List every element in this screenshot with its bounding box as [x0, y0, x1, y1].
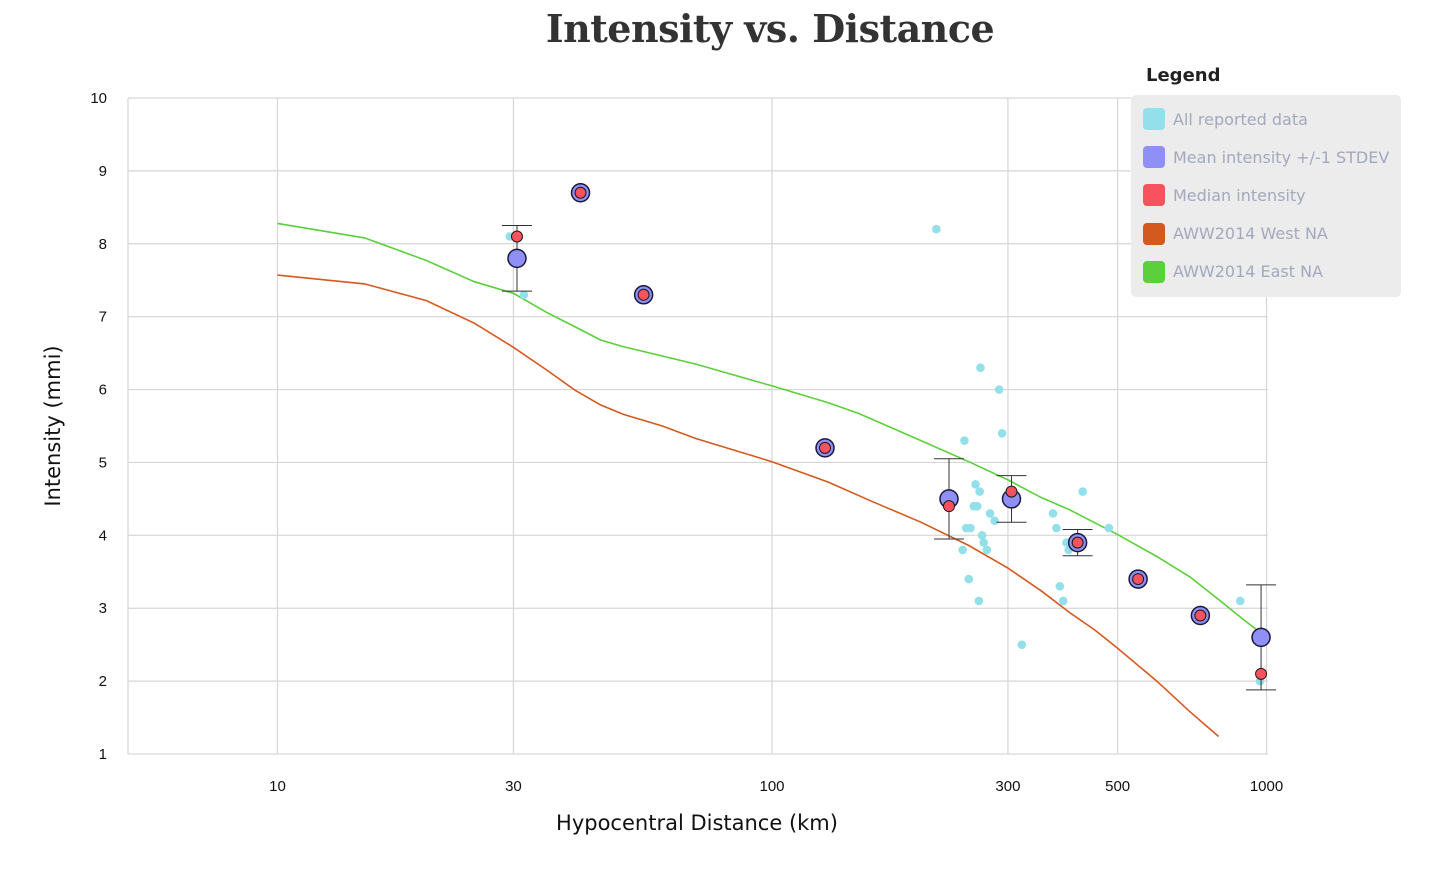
- data-point: [964, 574, 974, 584]
- legend-label: All reported data: [1173, 109, 1308, 129]
- data-point: [932, 224, 941, 234]
- median-marker: [1255, 667, 1268, 680]
- data-point: [958, 545, 967, 555]
- legend-swatch: [1143, 184, 1165, 207]
- data-point: [994, 385, 1004, 394]
- data-point: [985, 509, 995, 518]
- chart-title: Intensity vs. Distance: [545, 6, 995, 51]
- grid: [127, 97, 1268, 755]
- legend-box: All reported data Mean intensity +/-1 STD…: [1131, 95, 1401, 297]
- median-marker: [1132, 573, 1145, 586]
- y-tick-label: 7: [99, 309, 107, 326]
- y-axis-title: Intensity (mmi): [41, 345, 65, 506]
- data-point: [997, 428, 1007, 438]
- x-axis-title: Hypocentral Distance (km): [556, 811, 838, 835]
- legend-label: Median intensity: [1173, 185, 1306, 205]
- data-point: [979, 538, 989, 547]
- y-tick-label: 10: [90, 90, 107, 107]
- data-point: [972, 501, 982, 511]
- legend-swatch: [1143, 222, 1165, 245]
- data-point: [1058, 596, 1068, 606]
- data-point: [1055, 582, 1065, 591]
- data-point: [975, 487, 984, 496]
- data-point: [966, 523, 975, 533]
- data-point: [519, 290, 529, 300]
- legend-label: AWW2014 West NA: [1173, 224, 1328, 244]
- data-point: [977, 531, 987, 540]
- data-point: [1052, 523, 1061, 533]
- y-tick-label: 1: [99, 746, 107, 763]
- data-point: [990, 516, 999, 526]
- median-marker: [637, 288, 650, 301]
- tick-labels: 1 2 3 4 5 6 7 8 9 10 10 30 100 300 500 1000: [90, 90, 1283, 795]
- series-line-aww2014-west-na: [277, 274, 1220, 738]
- legend-item[interactable]: All reported data: [1131, 100, 1401, 138]
- plot-series: [277, 183, 1277, 738]
- data-point: [1017, 640, 1027, 649]
- x-tick-label: 10: [269, 778, 286, 795]
- data-point: [971, 480, 980, 489]
- x-tick-label: 100: [759, 778, 784, 795]
- x-tick-label: 30: [505, 778, 522, 795]
- median-marker: [1005, 485, 1018, 498]
- y-tick-label: 5: [99, 454, 107, 471]
- y-tick-label: 3: [99, 600, 107, 617]
- median-marker: [1194, 609, 1207, 622]
- data-point: [1235, 596, 1245, 606]
- legend-swatch: [1143, 260, 1165, 283]
- data-point: [976, 363, 985, 372]
- legend-item[interactable]: AWW2014 West NA: [1131, 215, 1401, 253]
- legend: Legend All reported data Mean intensity +…: [1131, 62, 1401, 297]
- legend-label: AWW2014 East NA: [1173, 262, 1324, 282]
- x-tick-label: 300: [995, 778, 1020, 795]
- legend-item[interactable]: Median intensity: [1131, 176, 1401, 214]
- median-marker: [1071, 536, 1084, 549]
- y-tick-label: 2: [99, 673, 107, 690]
- median-marker: [510, 230, 523, 243]
- median-marker: [819, 441, 832, 454]
- mean-marker: [1251, 627, 1271, 648]
- legend-label: Mean intensity +/-1 STDEV: [1173, 147, 1390, 167]
- legend-swatch: [1143, 146, 1165, 169]
- x-tick-label: 500: [1105, 778, 1130, 795]
- y-tick-label: 9: [99, 163, 107, 180]
- legend-item[interactable]: Mean intensity +/-1 STDEV: [1131, 138, 1401, 176]
- x-tick-label: 1000: [1250, 778, 1283, 795]
- y-tick-label: 8: [99, 236, 107, 253]
- y-tick-label: 4: [99, 527, 107, 544]
- median-marker: [574, 186, 587, 199]
- legend-item[interactable]: AWW2014 East NA: [1131, 253, 1401, 291]
- data-point: [960, 436, 969, 445]
- data-point: [1104, 523, 1114, 533]
- data-point: [982, 545, 992, 555]
- y-tick-label: 6: [99, 382, 107, 399]
- legend-swatch: [1143, 108, 1165, 131]
- mean-marker: [507, 248, 527, 269]
- data-point: [1078, 487, 1088, 496]
- data-point: [974, 596, 984, 606]
- legend-title: Legend: [1146, 65, 1221, 86]
- data-point: [1048, 509, 1058, 518]
- median-marker: [942, 500, 955, 513]
